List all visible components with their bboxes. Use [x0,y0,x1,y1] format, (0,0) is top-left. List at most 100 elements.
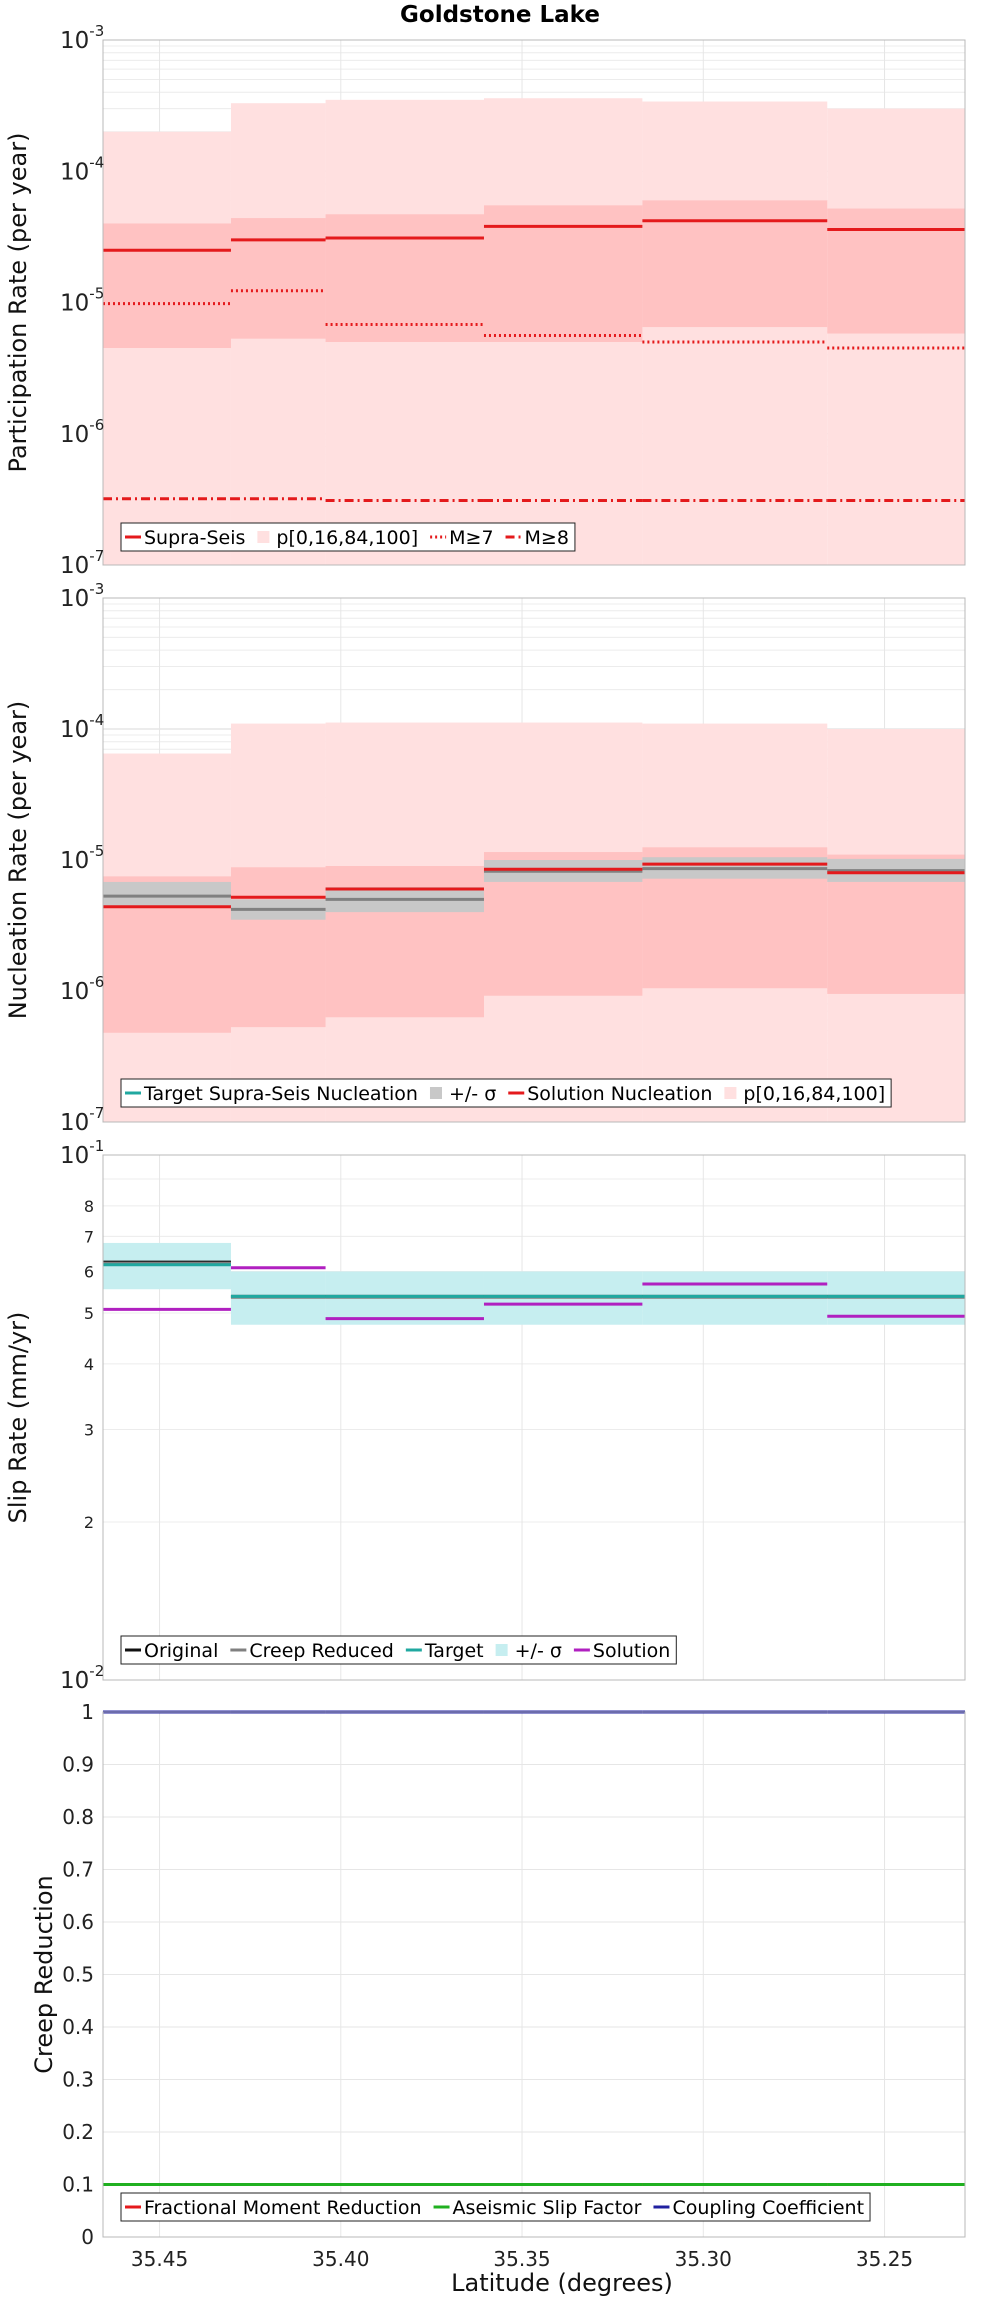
legend-label: Solution Nucleation [527,1083,712,1105]
legend: Original Creep Reduced Target +/- σ Solution [120,1635,677,1665]
series-m-8 [103,497,965,503]
legend-item: Fractional Moment Reduction [125,2197,422,2219]
y-minor-tick-label: 2 [84,1513,94,1532]
tick-exponent: -6 [89,416,104,434]
band-segment [827,108,965,565]
legend-item: p[0,16,84,100] [724,1083,885,1105]
x-tick-label: 35.30 [675,2247,732,2271]
band-segment [230,218,326,339]
tick-exponent: -7 [89,547,104,565]
legend-label: Solution [593,1640,670,1662]
band-1 [103,200,965,349]
tick-base: 10 [60,586,89,612]
legend-swatch [429,1087,442,1099]
x-tick-label: 35.45 [131,2247,188,2271]
tick-exponent: -7 [89,1104,104,1122]
legend-label: Coupling Coefficient [672,2197,864,2219]
y-tick-label: 0.9 [62,1753,94,1777]
tick-exponent: -5 [89,285,104,303]
y-tick-label: 0.2 [62,2120,94,2144]
legend-item: Target Supra-Seis Nucleation [125,1083,418,1105]
legend-item: Supra-Seis [125,527,245,549]
legend-label: p[0,16,84,100] [276,527,418,549]
band-segment [103,131,231,565]
y-minor-tick-label: 6 [84,1262,94,1281]
series-supra-seis [103,219,965,252]
y-tick-label: 10-4 [60,153,104,185]
legend-box [120,2192,871,2222]
tick-base: 10 [60,848,89,874]
series-solution-nucleation [103,862,965,909]
y-tick-label: 10-6 [60,416,104,448]
series-target [103,1263,965,1298]
plot-border [102,1154,966,1681]
legend-box [120,522,576,552]
y-tick-label: 10-5 [60,285,104,317]
y-tick-label: 0.1 [62,2173,94,2197]
legend-label: M≥8 [525,527,569,549]
plot-area [103,1155,965,1680]
y-axis-label: Creep Reduction [30,1875,58,2073]
tick-base: 10 [60,1143,89,1169]
panel-creep: 0 0.1 0.2 0.3 0.4 0.5 0.6 0.7 0.8 0.9 1 Creep Reduc… [30,1700,966,2271]
y-minor-tick-label: 7 [84,1227,94,1246]
legend-item: +/- σ [495,1640,562,1662]
y-tick-label: 0.3 [62,2068,94,2092]
legend-item: Solution Nucleation [508,1083,712,1105]
tick-exponent: -2 [89,1662,104,1680]
band-segment [103,223,231,349]
band-segment [230,867,326,1028]
tick-base: 10 [60,1668,89,1694]
legend-item: +/- σ [429,1083,496,1105]
legend-swatch [257,531,270,543]
tick-base: 10 [60,422,89,448]
y-tick-label: 0.5 [62,1963,94,1987]
legend: Target Supra-Seis Nucleation +/- σ Solutio… [120,1078,892,1108]
tick-base: 10 [60,291,89,317]
y-tick-label: 10-7 [60,1104,104,1136]
y-tick-label: 10-2 [60,1662,104,1694]
legend: Supra-Seis p[0,16,84,100] M≥7 M≥8 [120,522,576,552]
y-tick-label: 10-3 [60,22,104,54]
legend-swatch [724,1087,737,1099]
legend-label: Original [144,1640,218,1662]
legend-item: M≥7 [430,527,494,549]
y-tick-label: 10-7 [60,547,104,579]
legend-label: Aseismic Slip Factor [453,2197,642,2219]
y-tick-label: 0.7 [62,1858,94,1882]
band-segment [827,208,965,334]
tick-exponent: -6 [89,973,104,991]
legend-item: Original [125,1640,218,1662]
tick-base: 10 [60,717,89,743]
tick-base: 10 [60,553,89,579]
legend-item: M≥8 [505,527,569,549]
plot-border [102,597,966,1123]
legend-label: Fractional Moment Reduction [144,2197,422,2219]
y-tick-label: 10-4 [60,711,104,743]
series-target-supra-seis-nucleation [103,867,965,911]
y-tick-label: 0.4 [62,2015,94,2039]
x-tick-label: 35.40 [312,2247,369,2271]
y-tick-label: 10-1 [60,1137,104,1169]
y-axis-label: Nucleation Rate (per year) [4,701,32,1020]
tick-exponent: -3 [89,580,104,598]
legend-label: Target Supra-Seis Nucleation [143,1083,418,1105]
y-minor-tick-label: 3 [84,1421,94,1440]
series-solution [103,1266,965,1321]
legend-label: p[0,16,84,100] [743,1083,885,1105]
legend-label: M≥7 [449,527,493,549]
y-tick-label: 10-3 [60,580,104,612]
tick-base: 10 [60,979,89,1005]
legend-label: Creep Reduced [249,1640,393,1662]
plot-border [102,1711,966,2238]
tick-exponent: -4 [89,153,104,171]
legend-item: p[0,16,84,100] [257,527,418,549]
legend-item: Coupling Coefficient [653,2197,864,2219]
y-tick-label: 0.6 [62,1910,94,1934]
tick-exponent: -3 [89,22,104,40]
